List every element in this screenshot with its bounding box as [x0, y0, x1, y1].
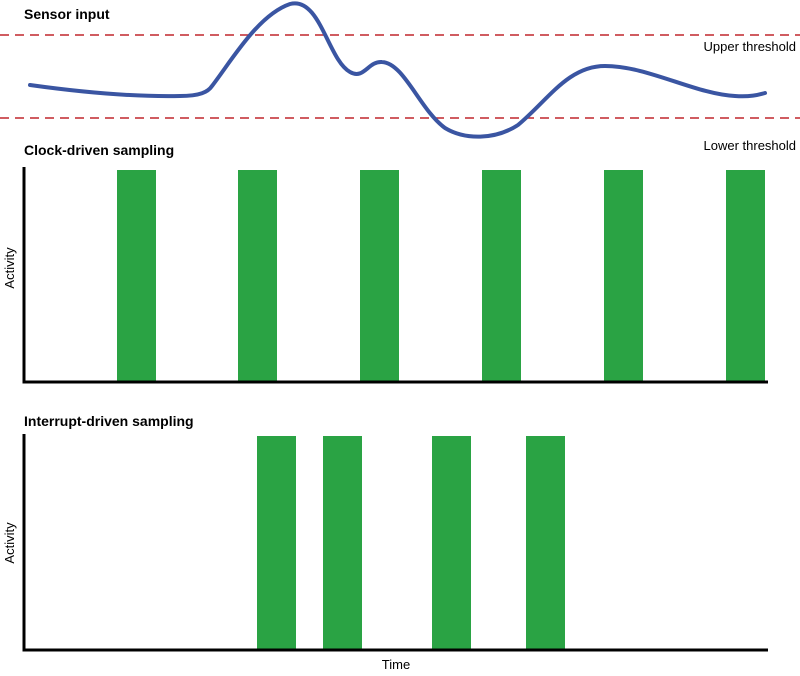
interrupt-pulses [257, 436, 565, 649]
interrupt-pulse [526, 436, 565, 649]
lower-threshold-label: Lower threshold [704, 138, 797, 153]
sensor-input-title: Sensor input [24, 6, 110, 22]
clock-pulse [117, 170, 156, 382]
interrupt-pulse [257, 436, 296, 649]
upper-threshold-label: Upper threshold [704, 39, 797, 54]
clock-pulse [360, 170, 399, 382]
clock-pulses [117, 170, 765, 382]
clock-pulse [604, 170, 643, 382]
clock-pulse [726, 170, 765, 382]
interrupt-pulse [432, 436, 471, 649]
time-axis-label: Time [382, 657, 410, 672]
clock-y-axis-label: Activity [2, 247, 17, 289]
interrupt-pulse [323, 436, 362, 649]
clock-axes [22, 167, 768, 384]
sensor-signal-curve [28, 1, 767, 139]
interrupt-sampling-title: Interrupt-driven sampling [24, 413, 194, 429]
interrupt-y-axis-label: Activity [2, 522, 17, 564]
clock-sampling-title: Clock-driven sampling [24, 142, 174, 158]
interrupt-axes [22, 434, 768, 652]
clock-pulse [238, 170, 277, 382]
clock-pulse [482, 170, 521, 382]
